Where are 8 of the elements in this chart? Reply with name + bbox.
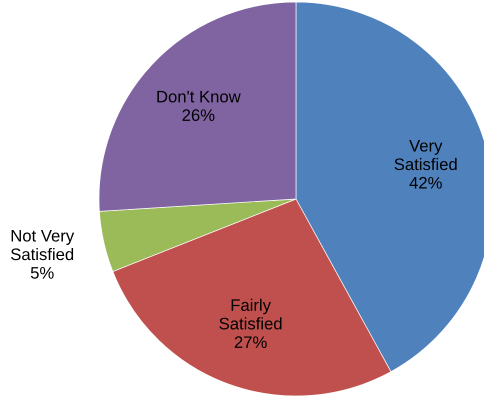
slice-label: Fairly Satisfied (219, 298, 282, 330)
data-label: 27% (234, 336, 267, 348)
data-label: 5% (30, 267, 54, 279)
data-label: 26% (182, 109, 214, 122)
slice-label: Not Very Satisfied (11, 230, 74, 260)
data-label: 42% (409, 176, 442, 189)
slice-label: Very Satisfied (394, 140, 457, 170)
slice-label: Don't Know (157, 90, 241, 102)
